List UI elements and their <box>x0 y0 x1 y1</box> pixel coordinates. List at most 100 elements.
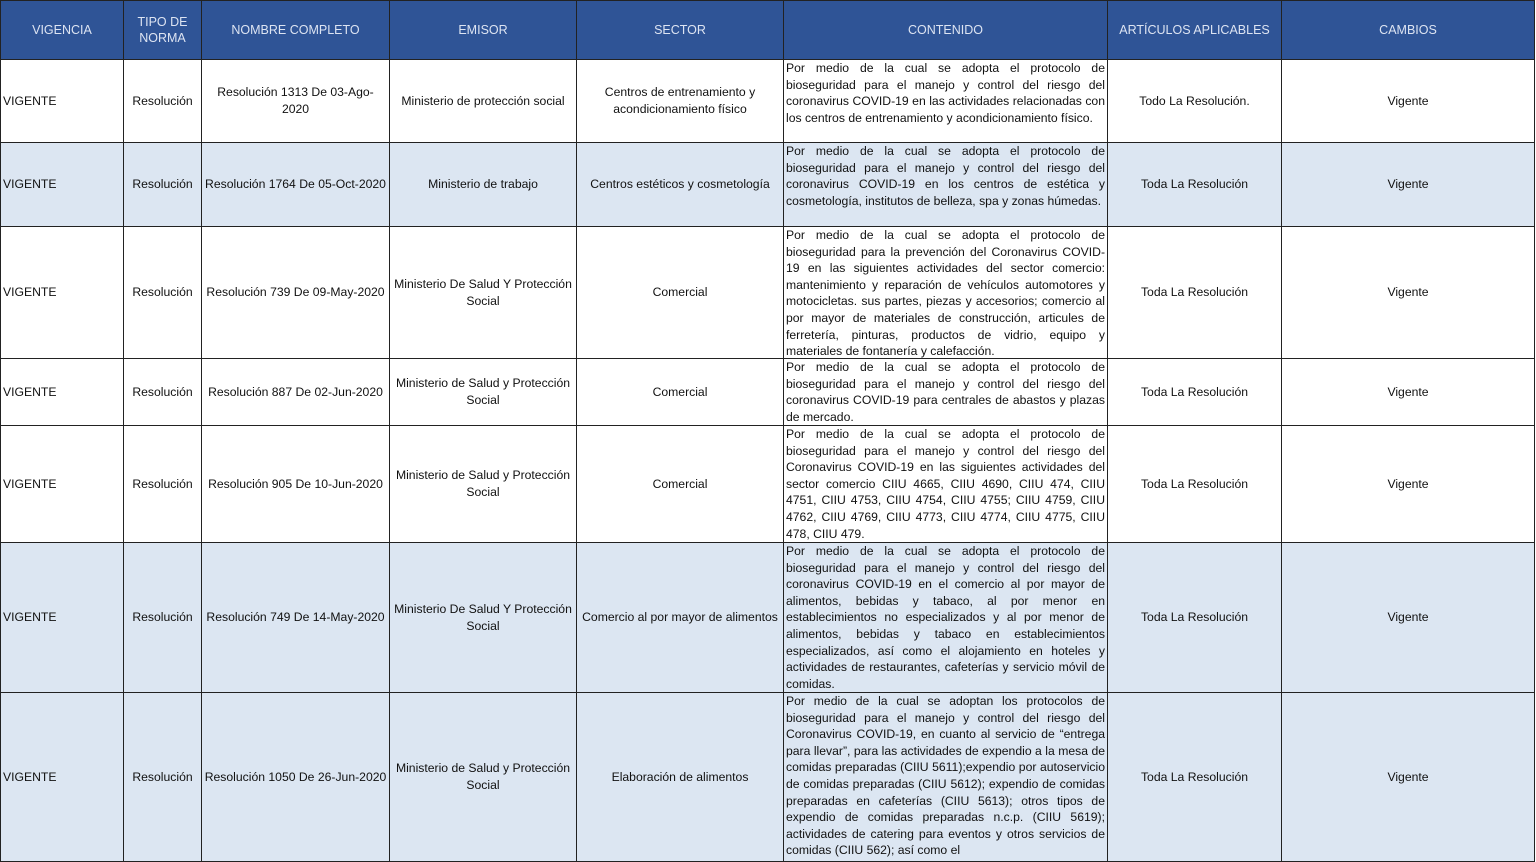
table-row: VIGENTE Resolución Resolución 1313 De 03-A… <box>0 59 1535 143</box>
header-emisor[interactable]: EMISOR <box>389 0 577 60</box>
cell-cambios[interactable]: Vigente <box>1281 358 1535 426</box>
header-contenido[interactable]: CONTENIDO <box>783 0 1108 60</box>
cell-sector-text: Comercial <box>652 285 708 300</box>
cell-cambios-text: Vigente <box>1387 93 1429 108</box>
cell-nombre-text: Resolución 739 De 09-May-2020 <box>206 285 385 300</box>
cell-vigencia[interactable]: VIGENTE <box>0 226 124 359</box>
cell-sector[interactable]: Comercio al por mayor de alimentos <box>576 542 784 693</box>
header-nombre-completo[interactable]: NOMBRE COMPLETO <box>201 0 390 60</box>
cell-nombre[interactable]: Resolución 1050 De 26-Jun-2020 <box>201 692 390 862</box>
cell-vigencia[interactable]: VIGENTE <box>0 542 124 693</box>
cell-nombre-text: Resolución 905 De 10-Jun-2020 <box>208 476 383 491</box>
header-cambios[interactable]: CAMBIOS <box>1281 0 1535 60</box>
cell-cambios-text: Vigente <box>1387 285 1429 300</box>
cell-contenido-text: Por medio de la cual se adoptan los prot… <box>786 694 1105 858</box>
cell-cambios[interactable]: Vigente <box>1281 59 1535 143</box>
cell-emisor[interactable]: Ministerio de Salud y Protección Social <box>389 425 577 543</box>
cell-cambios[interactable]: Vigente <box>1281 226 1535 359</box>
cell-sector[interactable]: Comercial <box>576 226 784 359</box>
cell-cambios-text: Vigente <box>1387 476 1429 491</box>
header-row: VIGENCIA TIPO DE NORMA NOMBRE COMPLETO E… <box>0 0 1535 60</box>
cell-nombre[interactable]: Resolución 1313 De 03-Ago-2020 <box>201 59 390 143</box>
cell-emisor[interactable]: Ministerio De Salud Y Protección Social <box>389 226 577 359</box>
cell-contenido[interactable]: Por medio de la cual se adopta el protoc… <box>783 59 1108 143</box>
table-row: VIGENTE Resolución Resolución 1764 De 05-O… <box>0 142 1535 227</box>
cell-nombre-text: Resolución 1050 De 26-Jun-2020 <box>204 769 387 784</box>
cell-sector[interactable]: Centros estéticos y cosmetología <box>576 142 784 227</box>
cell-cambios-text: Vigente <box>1387 177 1429 192</box>
cell-sector[interactable]: Elaboración de alimentos <box>576 692 784 862</box>
cell-emisor[interactable]: Ministerio de trabajo <box>389 142 577 227</box>
cell-nombre[interactable]: Resolución 749 De 14-May-2020 <box>201 542 390 693</box>
cell-emisor[interactable]: Ministerio de protección social <box>389 59 577 143</box>
cell-nombre[interactable]: Resolución 739 De 09-May-2020 <box>201 226 390 359</box>
cell-vigencia[interactable]: VIGENTE <box>0 358 124 426</box>
cell-tipo[interactable]: Resolución <box>123 59 202 143</box>
cell-cambios[interactable]: Vigente <box>1281 142 1535 227</box>
table-row: VIGENTE Resolución Resolución 905 De 10-Ju… <box>0 425 1535 543</box>
cell-contenido-text: Por medio de la cual se adopta el protoc… <box>786 228 1105 358</box>
cell-emisor[interactable]: Ministerio de Salud y Protección Social <box>389 692 577 862</box>
cell-articulos[interactable]: Todo La Resolución. <box>1107 59 1282 143</box>
cell-contenido[interactable]: Por medio de la cual se adopta el protoc… <box>783 226 1108 359</box>
cell-vigencia[interactable]: VIGENTE <box>0 692 124 862</box>
header-articulos-aplicables[interactable]: ARTÍCULOS APLICABLES <box>1107 0 1282 60</box>
cell-sector-text: Centros estéticos y cosmetología <box>590 177 770 192</box>
cell-articulos[interactable]: Toda La Resolución <box>1107 142 1282 227</box>
cell-tipo[interactable]: Resolución <box>123 226 202 359</box>
cell-nombre[interactable]: Resolución 1764 De 05-Oct-2020 <box>201 142 390 227</box>
cell-contenido[interactable]: Por medio de la cual se adopta el protoc… <box>783 425 1108 543</box>
cell-sector[interactable]: Centros de entrenamiento y acondicionami… <box>576 59 784 143</box>
cell-vigencia-text: VIGENTE <box>3 93 57 108</box>
cell-emisor-text: Ministerio De Salud Y Protección Social <box>394 601 572 633</box>
cell-sector[interactable]: Comercial <box>576 425 784 543</box>
cell-articulos[interactable]: Toda La Resolución <box>1107 692 1282 862</box>
cell-articulos[interactable]: Toda La Resolución <box>1107 425 1282 543</box>
cell-contenido[interactable]: Por medio de la cual se adopta el protoc… <box>783 142 1108 227</box>
cell-articulos[interactable]: Toda La Resolución <box>1107 226 1282 359</box>
cell-emisor[interactable]: Ministerio de Salud y Protección Social <box>389 358 577 426</box>
cell-tipo-text: Resolución <box>132 769 193 784</box>
cell-vigencia[interactable]: VIGENTE <box>0 425 124 543</box>
cell-emisor-text: Ministerio de protección social <box>401 93 565 108</box>
cell-articulos-text: Toda La Resolución <box>1140 610 1249 625</box>
cell-emisor-text: Ministerio de Salud y Protección Social <box>395 376 571 407</box>
cell-contenido[interactable]: Por medio de la cual se adopta el protoc… <box>783 358 1108 426</box>
cell-cambios[interactable]: Vigente <box>1281 542 1535 693</box>
cell-sector-text: Comercial <box>652 384 708 399</box>
cell-vigencia[interactable]: VIGENTE <box>0 142 124 227</box>
cell-articulos[interactable]: Toda La Resolución <box>1107 542 1282 693</box>
cell-tipo[interactable]: Resolución <box>123 692 202 862</box>
cell-emisor[interactable]: Ministerio De Salud Y Protección Social <box>389 542 577 693</box>
cell-contenido[interactable]: Por medio de la cual se adoptan los prot… <box>783 692 1108 862</box>
header-tipo-norma[interactable]: TIPO DE NORMA <box>123 0 202 60</box>
cell-emisor-text: Ministerio de Salud y Protección Social <box>395 468 571 499</box>
cell-contenido-text: Por medio de la cual se adopta el protoc… <box>786 544 1105 691</box>
cell-nombre[interactable]: Resolución 887 De 02-Jun-2020 <box>201 358 390 426</box>
table-row: VIGENTE Resolución Resolución 749 De 14-Ma… <box>0 542 1535 693</box>
cell-tipo[interactable]: Resolución <box>123 425 202 543</box>
cell-tipo-text: Resolución <box>132 384 193 399</box>
cell-contenido-text: Por medio de la cual se adopta el protoc… <box>786 427 1105 541</box>
cell-vigencia[interactable]: VIGENTE <box>0 59 124 143</box>
cell-contenido[interactable]: Por medio de la cual se adopta el protoc… <box>783 542 1108 693</box>
cell-sector-text: Elaboración de alimentos <box>611 769 749 784</box>
cell-vigencia-text: VIGENTE <box>3 476 57 491</box>
cell-tipo-text: Resolución <box>132 177 193 192</box>
cell-articulos[interactable]: Toda La Resolución <box>1107 358 1282 426</box>
cell-vigencia-text: VIGENTE <box>3 285 57 300</box>
cell-cambios[interactable]: Vigente <box>1281 692 1535 862</box>
cell-tipo[interactable]: Resolución <box>123 358 202 426</box>
table-row: VIGENTE Resolución Resolución 739 De 09-Ma… <box>0 226 1535 359</box>
header-sector[interactable]: SECTOR <box>576 0 784 60</box>
cell-tipo[interactable]: Resolución <box>123 142 202 227</box>
cell-cambios[interactable]: Vigente <box>1281 425 1535 543</box>
cell-nombre-text: Resolución 1764 De 05-Oct-2020 <box>205 177 386 192</box>
header-vigencia[interactable]: VIGENCIA <box>0 0 124 60</box>
cell-tipo[interactable]: Resolución <box>123 542 202 693</box>
cell-sector[interactable]: Comercial <box>576 358 784 426</box>
cell-articulos-text: Toda La Resolución <box>1140 769 1249 784</box>
cell-nombre[interactable]: Resolución 905 De 10-Jun-2020 <box>201 425 390 543</box>
cell-emisor-text: Ministerio de Salud y Protección Social <box>395 761 571 792</box>
